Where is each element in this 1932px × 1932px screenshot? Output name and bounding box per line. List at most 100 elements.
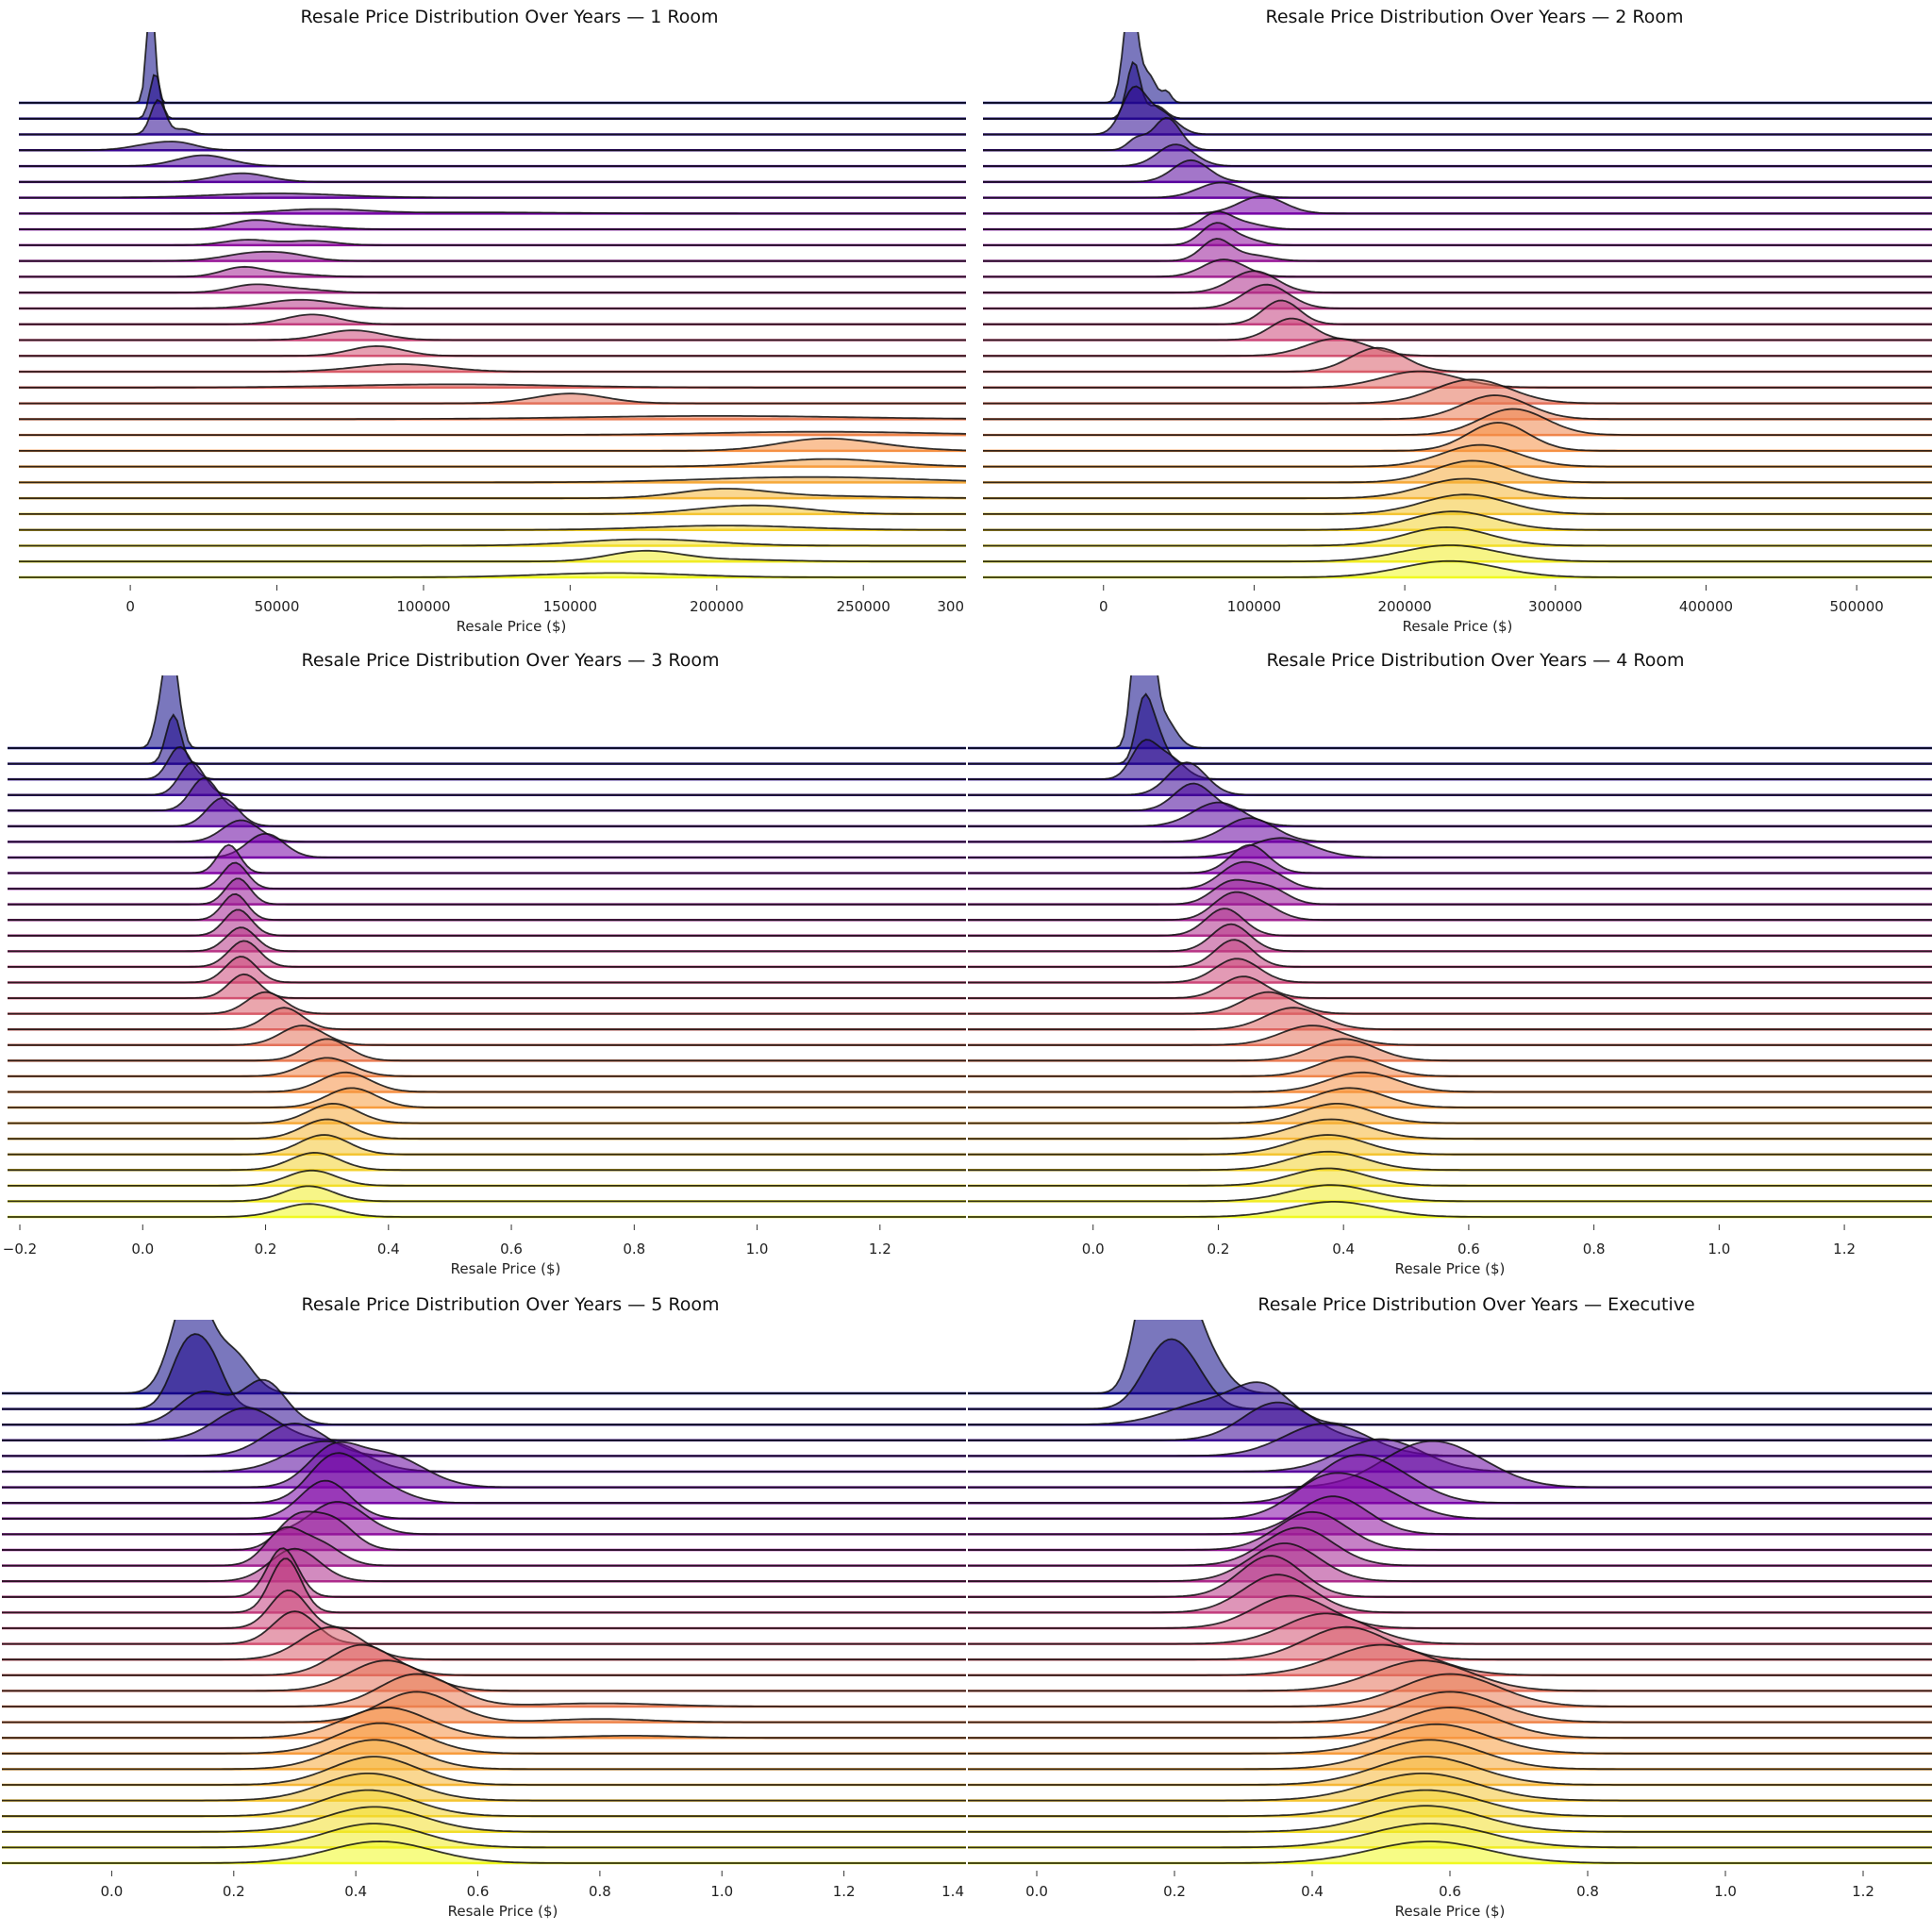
ridge-fill [8, 1186, 966, 1202]
x-tick-label: 1.0 [746, 1241, 769, 1257]
ridge-fill [2, 1407, 966, 1441]
x-tick-label: 250000 [837, 598, 891, 615]
ridge-line [968, 908, 1932, 937]
ridge-line [8, 843, 966, 874]
ridge-fill [8, 991, 966, 1014]
x-tick-label: 0.0 [1025, 1883, 1048, 1900]
ridge-fill [968, 1339, 1932, 1409]
ridge-line [2, 1440, 966, 1473]
ridge-fill [968, 1740, 1932, 1770]
ridge-line [968, 692, 1932, 765]
x-tick-label: 300000 [1528, 598, 1582, 615]
ridge-line [19, 265, 966, 278]
ridge-line [8, 675, 966, 749]
ridge-line [2, 1510, 966, 1551]
ridge-fill [8, 1039, 966, 1061]
ridge-fill [983, 300, 1932, 325]
chart-panel-6: Resale Price Distribution Over Years — E… [968, 1294, 1932, 1920]
ridge-line [968, 958, 1932, 984]
ridge-line [8, 1134, 966, 1156]
ridge-fill [19, 345, 966, 357]
x-tick-label: 1.2 [1852, 1883, 1874, 1900]
ridge-line [983, 477, 1932, 500]
ridge-line [2, 1840, 966, 1864]
ridge-fill [19, 220, 966, 230]
ridge-fill [968, 1724, 1932, 1754]
ridge-fill [8, 762, 966, 795]
ridge-line [968, 1574, 1932, 1614]
ridge-line [19, 208, 966, 215]
x-tick-label: 0.6 [467, 1883, 490, 1900]
ridge-line [968, 843, 1932, 874]
ridge-fill [968, 693, 1932, 764]
ridge-line [968, 1440, 1932, 1489]
ridge-fill [983, 371, 1932, 388]
ridge-line [8, 861, 966, 890]
ridge-line [19, 250, 966, 262]
x-tick-label: 1.0 [710, 1883, 733, 1900]
x-tick-label: 100000 [396, 598, 450, 615]
ridge-line [968, 1320, 1932, 1394]
ridge-line [968, 991, 1932, 1015]
x-axis-label: Resale Price ($) [448, 1903, 558, 1920]
ridge-line [968, 1690, 1932, 1724]
chart-panel-2: Resale Price Distribution Over Years — 2… [983, 7, 1932, 635]
x-tick-label: 0.8 [1583, 1241, 1606, 1257]
ridge-fill [968, 1707, 1932, 1739]
ridge-line [2, 1333, 966, 1410]
x-tick-label: 100000 [1227, 598, 1281, 615]
ridge-line [983, 443, 1932, 468]
ridge-line [983, 270, 1932, 294]
ridge-fill [8, 927, 966, 952]
ridge-fill [968, 1441, 1932, 1488]
ridge-line [968, 1723, 1932, 1755]
ridge-line [983, 346, 1932, 373]
ridge-line [8, 832, 966, 858]
ridge-line [968, 1510, 1932, 1551]
ridge-line [19, 298, 966, 309]
ridge-group [19, 32, 966, 579]
chart-title: Resale Price Distribution Over Years — E… [1257, 1294, 1694, 1315]
ridge-fill [2, 1453, 966, 1504]
ridge-fill [983, 444, 1932, 467]
ridge-fill [8, 941, 966, 967]
ridge-fill [968, 783, 1932, 811]
ridge-line [8, 877, 966, 906]
ridge-line [19, 525, 966, 531]
ridge-fill [983, 182, 1932, 198]
ridge-line [8, 713, 966, 765]
ridge-line [8, 797, 966, 827]
ridge-group [968, 1320, 1932, 1865]
ridge-fill [8, 909, 966, 936]
ridge-line [983, 258, 1932, 278]
ridge-fill [983, 408, 1932, 436]
x-axis-label: Resale Price ($) [451, 1260, 561, 1277]
ridge-line [8, 1151, 966, 1172]
ridge-line [983, 299, 1932, 325]
ridge-line [19, 437, 966, 452]
ridge-line [968, 1789, 1932, 1818]
ridge-line [968, 1038, 1932, 1062]
x-tick-label: 400000 [1679, 598, 1733, 615]
ridge-line [968, 860, 1932, 890]
ridge-line [8, 761, 966, 796]
ridge-line [2, 1501, 966, 1536]
ridge-line [2, 1722, 966, 1755]
ridge-line [19, 32, 966, 104]
ridge-line [8, 1071, 966, 1093]
ridge-line [983, 143, 1932, 167]
x-tick-label: 200000 [690, 598, 743, 615]
x-tick-label: 50000 [255, 598, 300, 615]
ridge-line [8, 1038, 966, 1062]
ridge-line [983, 116, 1932, 152]
x-tick-label: 0.2 [255, 1241, 277, 1257]
ridge-line [983, 32, 1932, 104]
ridge-fill [968, 1201, 1932, 1217]
ridge-line [983, 181, 1932, 199]
x-tick-label: 0.2 [1163, 1883, 1186, 1900]
ridge-line [2, 1756, 966, 1786]
x-tick-label: 150000 [543, 598, 597, 615]
ridge-line [968, 1056, 1932, 1077]
ridge-line [968, 739, 1932, 780]
